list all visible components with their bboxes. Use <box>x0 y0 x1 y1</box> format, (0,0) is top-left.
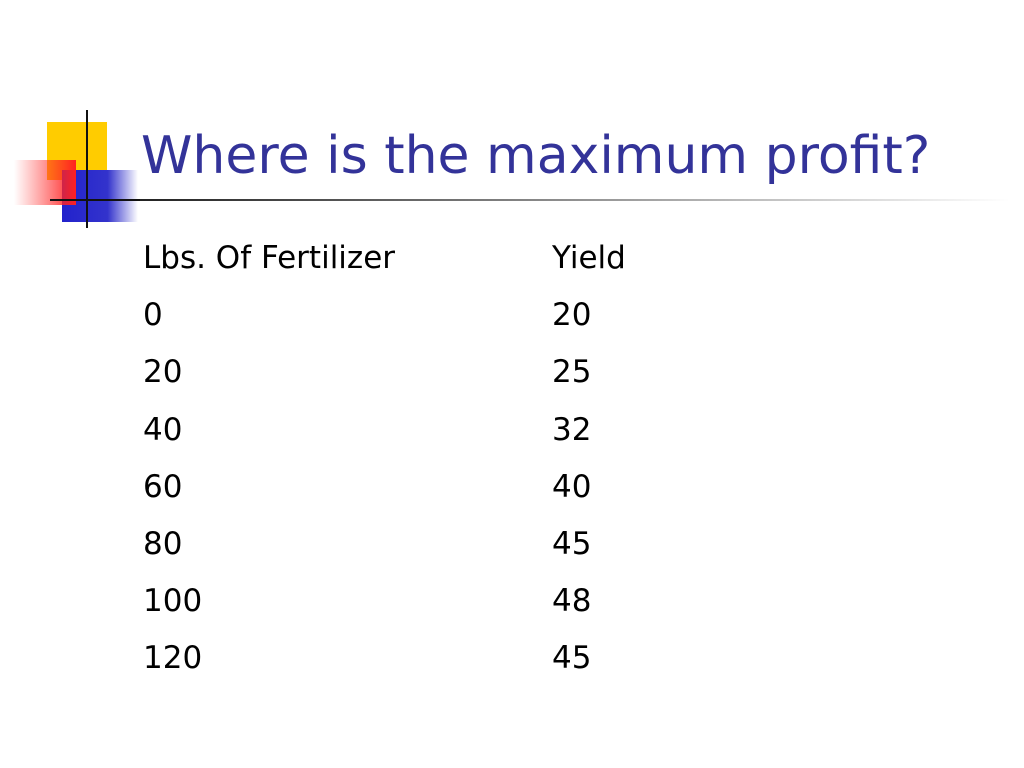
table-cell: 40 <box>552 468 592 505</box>
table-cell: 48 <box>552 583 592 620</box>
column-header: Yield <box>552 240 626 276</box>
table-cell: 0 <box>143 297 163 334</box>
slide-title: Where is the maximum profit? <box>141 126 931 186</box>
column-header: Lbs. Of Fertilizer <box>143 240 396 276</box>
red-square <box>14 160 76 205</box>
table-cell: 20 <box>552 297 592 334</box>
table-cell: 100 <box>143 583 203 620</box>
table-cell: 45 <box>552 526 592 562</box>
table-cell: 120 <box>143 640 203 677</box>
table-cell: 32 <box>552 411 592 448</box>
table-cell: 80 <box>143 526 183 562</box>
table-cell: 60 <box>143 468 183 505</box>
table-cell: 20 <box>143 354 183 391</box>
table-cell: 40 <box>143 411 183 448</box>
title-underline <box>140 199 1010 201</box>
table-cell: 45 <box>552 640 592 677</box>
table-cell: 25 <box>552 354 592 391</box>
